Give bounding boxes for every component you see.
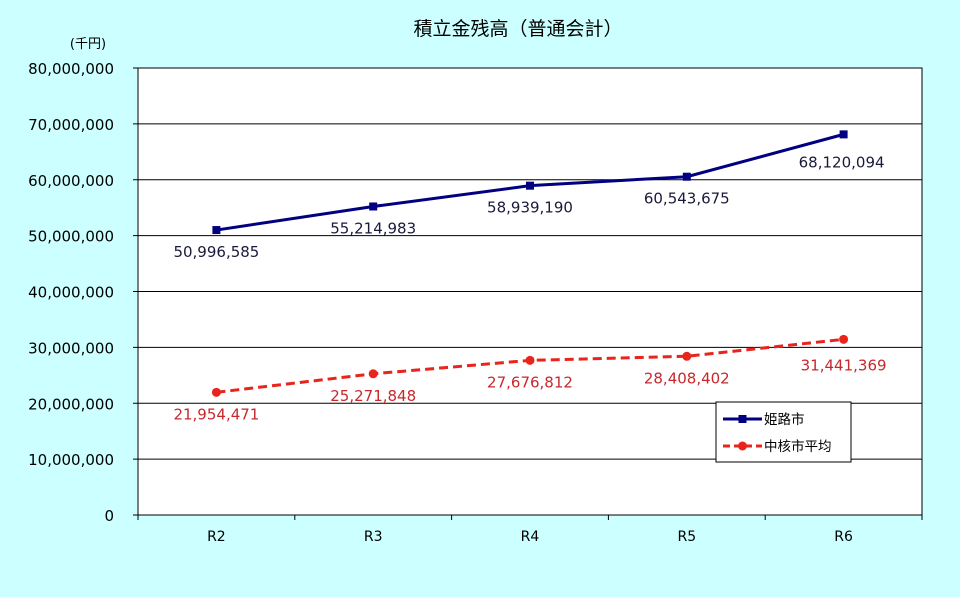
- data-label: 60,543,675: [644, 190, 730, 208]
- data-label: 27,676,812: [487, 373, 573, 391]
- legend-swatch-marker: [738, 441, 747, 451]
- data-point: [839, 334, 849, 344]
- x-tick-label: R3: [364, 529, 383, 545]
- data-label: 55,214,983: [330, 219, 416, 237]
- y-axis-unit-label: (千円): [70, 37, 106, 52]
- x-axis-ticks: R2 R3 R4 R5 R6: [137, 515, 923, 545]
- data-point: [682, 172, 691, 181]
- data-label: 68,120,094: [799, 153, 885, 171]
- data-point: [212, 226, 221, 235]
- legend-label: 中核市平均: [764, 438, 832, 455]
- data-label: 25,271,848: [330, 387, 416, 405]
- y-axis-ticks: 0 10,000,000 20,000,000 30,000,000 40,000,00…: [28, 60, 138, 525]
- data-point: [211, 387, 221, 397]
- data-label: 50,996,585: [173, 243, 259, 261]
- data-point: [368, 369, 378, 379]
- data-label: 21,954,471: [173, 405, 259, 423]
- x-tick-label: R2: [207, 529, 226, 545]
- series-layer: 50,996,585 55,214,983 58,939,190 60,543,675…: [173, 130, 887, 423]
- x-tick-label: R4: [521, 529, 540, 545]
- data-point: [369, 202, 378, 211]
- y-tick-label: 80,000,000: [28, 60, 114, 78]
- data-label: 31,441,369: [801, 356, 887, 374]
- legend-swatch-marker: [738, 415, 747, 423]
- data-label: 58,939,190: [487, 199, 573, 217]
- legend-box: [715, 401, 852, 463]
- y-tick-label: 60,000,000: [28, 172, 114, 190]
- y-tick-label: 50,000,000: [28, 228, 114, 246]
- y-tick-label: 30,000,000: [28, 339, 114, 357]
- x-tick-label: R6: [834, 529, 853, 545]
- y-tick-label: 20,000,000: [28, 395, 114, 413]
- legend-label: 姫路市: [764, 411, 805, 428]
- data-point: [526, 181, 534, 190]
- y-tick-label: 70,000,000: [28, 116, 114, 134]
- x-tick-label: R5: [677, 529, 696, 545]
- chart-title: 積立金残高（普通会計）: [413, 18, 622, 40]
- data-point: [839, 130, 848, 139]
- y-tick-label: 0: [104, 507, 114, 525]
- data-point: [525, 355, 535, 365]
- data-point: [682, 351, 692, 361]
- data-label: 28,408,402: [644, 369, 730, 387]
- y-tick-label: 40,000,000: [28, 284, 114, 302]
- y-tick-label: 10,000,000: [28, 451, 114, 469]
